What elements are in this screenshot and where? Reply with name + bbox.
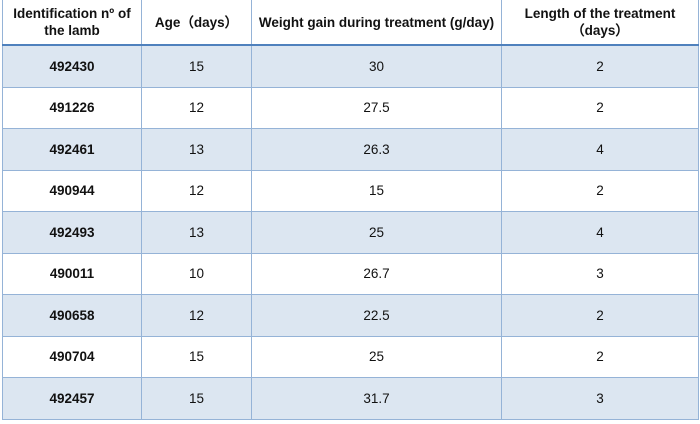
table-cell: 22.5 — [251, 294, 502, 337]
table-row: 490658 12 22.5 2 — [2, 294, 699, 337]
table-cell: 3 — [501, 377, 699, 420]
table-row: 492461 13 26.3 4 — [2, 128, 699, 171]
header-cell: Weight gain during treatment (g/day) — [251, 0, 502, 46]
table-cell: 25 — [251, 335, 502, 378]
table-cell: 492457 — [2, 377, 142, 420]
table-cell: 491226 — [2, 86, 142, 129]
table-row: 491226 12 27.5 2 — [2, 86, 699, 129]
table-cell: 15 — [141, 377, 252, 420]
table-cell: 4 — [501, 128, 699, 171]
table-cell: 12 — [141, 294, 252, 337]
table-cell: 490011 — [2, 252, 142, 295]
table-row: 490011 10 26.7 3 — [2, 252, 699, 295]
table-cell: 2 — [501, 169, 699, 212]
table-cell: 25 — [251, 211, 502, 254]
table-cell: 10 — [141, 252, 252, 295]
table-cell: 13 — [141, 128, 252, 171]
table-cell: 15 — [251, 169, 502, 212]
header-cell: Length of the treatment（days） — [501, 0, 699, 46]
table-cell: 492493 — [2, 211, 142, 254]
table-cell: 2 — [501, 335, 699, 378]
table-cell: 492461 — [2, 128, 142, 171]
table-cell: 490658 — [2, 294, 142, 337]
table-cell: 2 — [501, 44, 699, 88]
table-body: 492430 15 30 2 491226 12 27.5 2 492461 13 26.3 4 490… — [2, 44, 699, 420]
table-row: 492457 15 31.7 3 — [2, 377, 699, 420]
table-row: 490944 12 15 2 — [2, 169, 699, 212]
table-cell: 12 — [141, 169, 252, 212]
table-row: 492430 15 30 2 — [2, 44, 699, 88]
table-cell: 2 — [501, 86, 699, 129]
table-cell: 12 — [141, 86, 252, 129]
table-cell: 15 — [141, 44, 252, 88]
table-cell: 26.7 — [251, 252, 502, 295]
table-cell: 2 — [501, 294, 699, 337]
header-cell: Age（days） — [141, 0, 252, 46]
table-cell: 490944 — [2, 169, 142, 212]
table-cell: 27.5 — [251, 86, 502, 129]
table-cell: 4 — [501, 211, 699, 254]
table-header: Identification nº of the lamb Age（days） … — [2, 0, 699, 46]
header-cell: Identification nº of the lamb — [2, 0, 142, 46]
table-row: 490704 15 25 2 — [2, 335, 699, 378]
table-row: 492493 13 25 4 — [2, 211, 699, 254]
table-cell: 30 — [251, 44, 502, 88]
table-cell: 26.3 — [251, 128, 502, 171]
header-row: Identification nº of the lamb Age（days） … — [2, 0, 699, 46]
table-cell: 490704 — [2, 335, 142, 378]
table-cell: 31.7 — [251, 377, 502, 420]
table-cell: 13 — [141, 211, 252, 254]
table-cell: 15 — [141, 335, 252, 378]
table-cell: 492430 — [2, 44, 142, 88]
table-cell: 3 — [501, 252, 699, 295]
